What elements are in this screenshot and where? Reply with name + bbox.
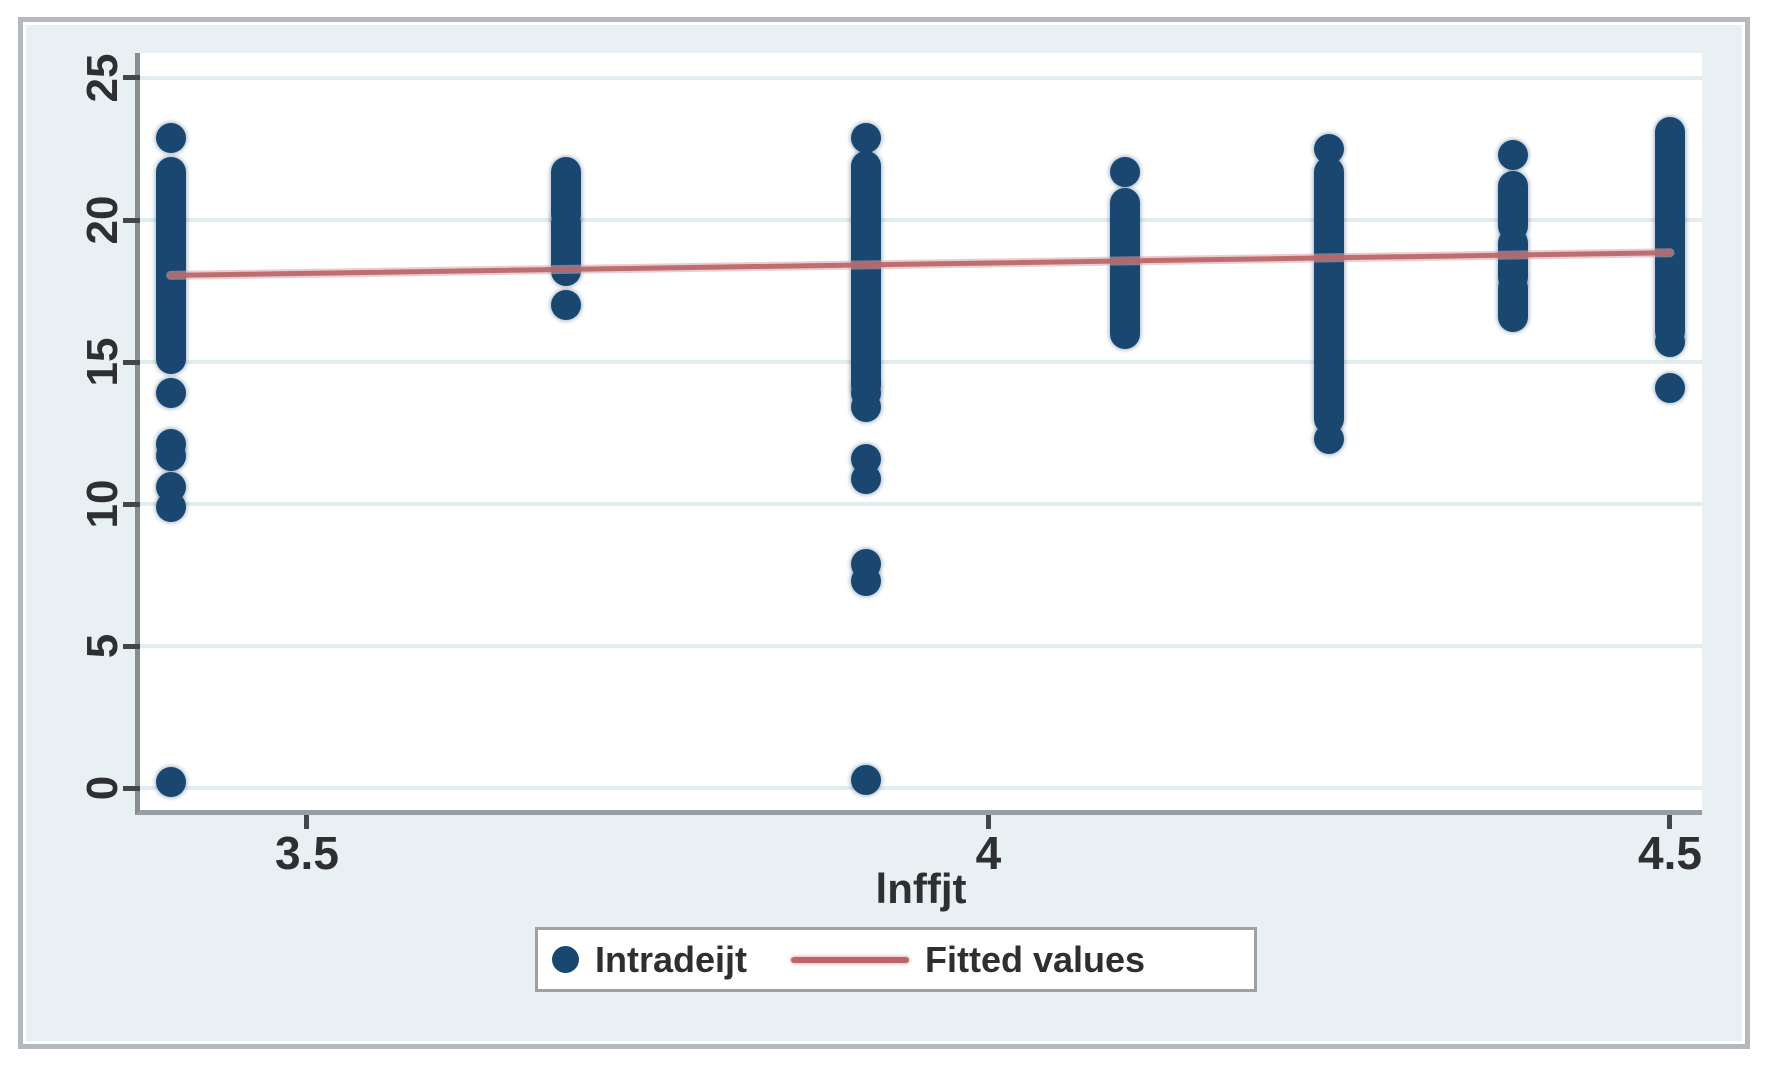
y-axis-tick (123, 643, 140, 649)
x-tick-label: 4.5 (1637, 827, 1702, 879)
y-axis-tick (123, 75, 140, 81)
y-tick-label: 0 (78, 775, 127, 801)
scatter-point (1498, 139, 1529, 170)
legend-label-fitted-values: Fitted values (925, 938, 1146, 980)
legend-fitted-line-icon (791, 956, 910, 963)
scatter-point (1654, 327, 1685, 358)
x-axis-tick (304, 815, 310, 829)
scatter-point (1109, 156, 1140, 187)
x-tick-label: 3.5 (274, 827, 339, 879)
y-tick-label: 15 (78, 337, 127, 387)
scatter-point (1314, 423, 1345, 454)
plot-area (135, 53, 1702, 815)
scatter-point (155, 440, 186, 471)
y-axis-tick (123, 785, 140, 791)
y-axis-tick (123, 359, 140, 365)
legend-scatter-dot-icon (552, 946, 579, 973)
scatter-point-cluster (850, 151, 881, 400)
y-tick-label: 25 (78, 53, 127, 103)
y-gridline (140, 360, 1702, 365)
fitted-line (166, 248, 1675, 280)
scatter-point (1314, 134, 1345, 164)
gridline-layer (140, 53, 1702, 810)
scatter-point-cluster (1654, 116, 1685, 346)
scatter-point (155, 122, 186, 153)
scatter-point-cluster (1314, 156, 1345, 434)
scatter-point-cluster (1498, 273, 1529, 332)
y-gridline (140, 218, 1702, 223)
y-axis-tick (123, 217, 140, 223)
x-tick-label: 4 (975, 827, 1002, 879)
y-gridline (140, 75, 1702, 80)
legend-box: Intradeijt Fitted values (535, 927, 1257, 992)
scatter-point (155, 491, 186, 522)
scatter-point (1654, 372, 1685, 403)
scatter-point (155, 378, 186, 409)
scatter-point-cluster (155, 156, 186, 375)
y-axis-tick (123, 501, 140, 507)
scatter-point (850, 392, 881, 423)
scatter-point (155, 767, 186, 798)
y-tick-label: 10 (78, 479, 127, 529)
x-axis-tick (985, 815, 991, 829)
y-gridline (140, 644, 1702, 649)
scatter-point (550, 290, 581, 321)
scatter-point (850, 565, 881, 596)
scatter-point (850, 463, 881, 494)
x-axis-tick (1667, 815, 1673, 829)
x-axis-title: lnffjt (875, 865, 967, 912)
legend-label-intradeijt: Intradeijt (595, 938, 748, 980)
scatter-point (850, 122, 881, 153)
y-gridline (140, 786, 1702, 791)
scatter-marker-layer (140, 53, 1702, 810)
y-tick-label: 20 (78, 195, 127, 245)
scatter-point (850, 764, 881, 795)
scatter-point-cluster (1109, 187, 1140, 349)
y-tick-label: 5 (78, 633, 127, 659)
y-gridline (140, 502, 1702, 507)
